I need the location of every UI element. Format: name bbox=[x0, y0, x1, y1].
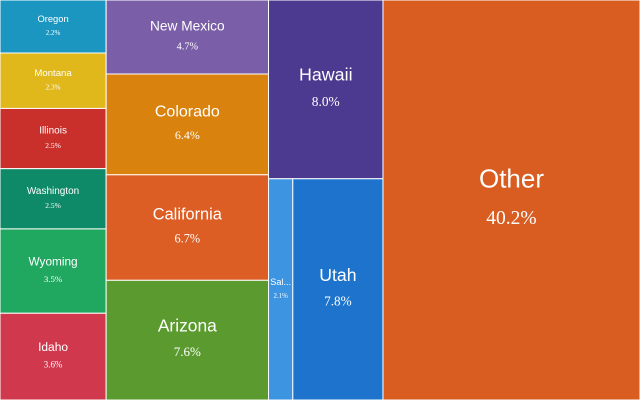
tile bbox=[268, 0, 384, 180]
tile-value: 2.3% bbox=[46, 84, 61, 92]
tile-label: Illinois bbox=[39, 126, 67, 137]
tile-label: Other bbox=[479, 163, 544, 193]
tile-label: Hawaii bbox=[299, 65, 353, 85]
tile-value: 7.8% bbox=[324, 294, 352, 309]
tile-value: 7.6% bbox=[174, 344, 201, 359]
tile-label: Arizona bbox=[158, 316, 217, 336]
tile-value: 2.2% bbox=[46, 29, 61, 37]
tile-value: 40.2% bbox=[486, 208, 536, 229]
tile-label: California bbox=[153, 206, 223, 224]
tile-value: 6.4% bbox=[175, 128, 200, 142]
tile-label: Utah bbox=[319, 265, 356, 285]
tile-label: Oregon bbox=[37, 14, 68, 24]
tile bbox=[0, 107, 107, 170]
tile-label: Idaho bbox=[38, 340, 68, 354]
tile-value: 6.7% bbox=[175, 232, 201, 246]
tile-label: Colorado bbox=[155, 104, 220, 121]
tile-label: Sal... bbox=[270, 277, 291, 287]
tile bbox=[0, 168, 107, 230]
tile bbox=[0, 228, 107, 314]
tile bbox=[105, 174, 270, 281]
tile-value: 8.0% bbox=[312, 94, 340, 109]
tile-label: New Mexico bbox=[150, 18, 225, 33]
tile bbox=[382, 0, 640, 400]
tile-label: Washington bbox=[27, 186, 79, 197]
tile-value: 2.5% bbox=[45, 141, 61, 150]
tile bbox=[268, 178, 294, 400]
tile-value: 2.5% bbox=[45, 201, 61, 210]
tile bbox=[0, 0, 107, 54]
tile-value: 2.1% bbox=[274, 293, 289, 300]
tile bbox=[0, 312, 107, 400]
tile bbox=[292, 178, 384, 400]
tile bbox=[105, 73, 270, 176]
tile bbox=[105, 279, 270, 400]
tile-value: 3.6% bbox=[44, 360, 63, 370]
tile-value: 4.7% bbox=[177, 42, 199, 53]
tile bbox=[105, 0, 270, 75]
tile bbox=[0, 52, 107, 109]
tile-label: Wyoming bbox=[29, 254, 78, 268]
tile-label: Montana bbox=[34, 68, 72, 79]
tile-value: 3.5% bbox=[44, 274, 63, 284]
